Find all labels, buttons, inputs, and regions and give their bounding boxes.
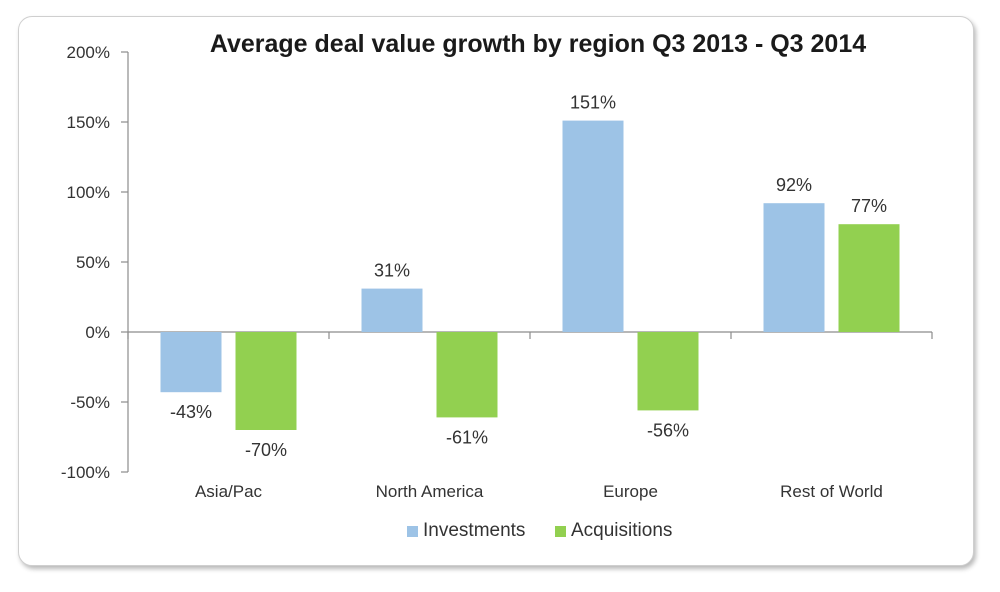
axes: 200% 150% 100% 50% 0% -50% -100% Asia/Pac North …	[61, 43, 933, 501]
data-label: -61%	[446, 427, 488, 447]
legend-swatch-investments	[407, 526, 418, 537]
legend-swatch-acquisitions	[555, 526, 566, 537]
y-tick-label: -100%	[61, 463, 110, 482]
legend-label-investments: Investments	[423, 520, 525, 541]
data-label: 151%	[570, 93, 616, 113]
y-tick-label: 100%	[67, 183, 110, 202]
x-category-label: North America	[376, 482, 484, 501]
bar-acquisitions	[436, 332, 498, 418]
bar-acquisitions	[235, 332, 297, 430]
bar-investments	[763, 203, 825, 332]
bar-investments	[562, 120, 624, 332]
data-label: 31%	[374, 261, 410, 281]
y-tick-label: 0%	[85, 323, 110, 342]
bar-investments	[361, 288, 423, 332]
bar-acquisitions	[637, 332, 699, 411]
legend: Investments Acquisitions	[407, 520, 672, 541]
bar-acquisitions	[838, 224, 900, 332]
y-tick-label: -50%	[70, 393, 110, 412]
x-category-label: Rest of World	[780, 482, 883, 501]
legend-label-acquisitions: Acquisitions	[571, 520, 672, 541]
bar-investments	[160, 332, 222, 393]
bars: -43% 31% 151% 92% -70% -61% -56% 77%	[160, 93, 900, 460]
y-tick-label: 150%	[67, 113, 110, 132]
data-label: -43%	[170, 402, 212, 422]
data-label: 77%	[851, 196, 887, 216]
y-tick-label: 50%	[76, 253, 110, 272]
data-label: -56%	[647, 420, 689, 440]
y-tick-label: 200%	[67, 43, 110, 62]
chart-title: Average deal value growth by region Q3 2…	[210, 30, 866, 58]
x-category-label: Asia/Pac	[195, 482, 263, 501]
data-label: -70%	[245, 440, 287, 460]
data-label: 92%	[776, 175, 812, 195]
x-category-label: Europe	[603, 482, 658, 501]
